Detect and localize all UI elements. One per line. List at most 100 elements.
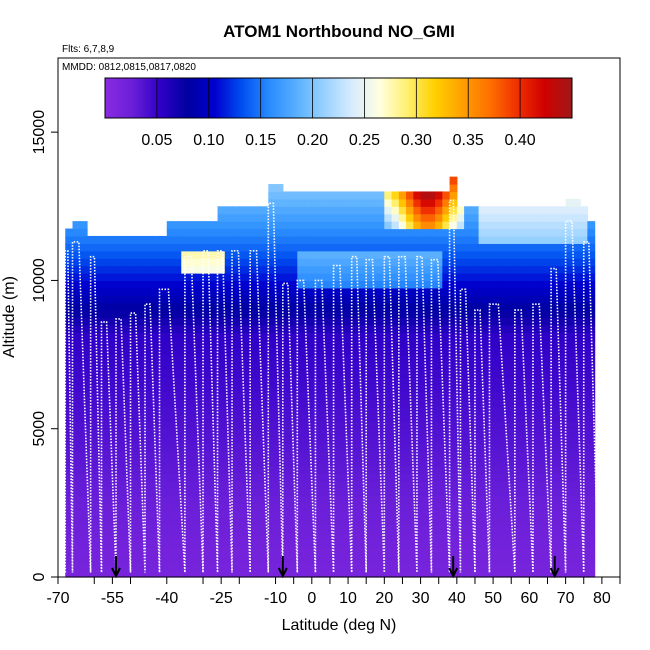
heatmap-cell [587, 361, 596, 370]
heatmap-cell [130, 302, 139, 311]
heatmap-cell [159, 287, 168, 296]
heatmap-cell [543, 532, 552, 541]
heatmap-cell [108, 428, 117, 437]
heatmap-cell [261, 235, 269, 244]
heatmap-cell [406, 569, 414, 578]
heatmap-cell [464, 495, 472, 504]
heatmap-cell [522, 436, 530, 445]
heatmap-cell [464, 562, 472, 571]
heatmap-cell [536, 354, 545, 363]
heatmap-cell [282, 450, 291, 459]
heatmap-cell [485, 213, 494, 222]
heatmap-cell [442, 413, 451, 422]
heatmap-cell [478, 495, 487, 504]
heatmap-cell [130, 532, 139, 541]
heatmap-cell [565, 532, 574, 541]
heatmap-cell [311, 191, 320, 200]
heatmap-cell [116, 406, 124, 415]
heatmap-cell [297, 473, 306, 482]
heatmap-cell [319, 569, 327, 578]
heatmap-cell [65, 421, 74, 430]
heatmap-cell [587, 495, 596, 504]
heatmap-cell [123, 473, 132, 482]
heatmap-cell [427, 191, 436, 200]
heatmap-cell [391, 480, 400, 489]
heatmap-cell [246, 458, 255, 467]
heatmap-cell [406, 258, 414, 267]
heatmap-cell [232, 517, 240, 526]
x-axis-label: Latitude (deg N) [282, 617, 397, 634]
heatmap-cell [587, 280, 596, 289]
heatmap-cell [210, 488, 219, 497]
heatmap-cell [493, 502, 501, 511]
heatmap-cell [282, 539, 291, 548]
heatmap-cell [319, 539, 327, 548]
heatmap-cell [166, 458, 175, 467]
heatmap-cell [558, 421, 567, 430]
heatmap-cell [304, 458, 313, 467]
heatmap-cell [268, 480, 277, 489]
heatmap-cell [391, 421, 400, 430]
heatmap-cell [166, 287, 175, 296]
heatmap-cell [65, 273, 74, 282]
heatmap-cell [282, 354, 291, 363]
heatmap-cell [275, 265, 284, 274]
heatmap-cell [369, 265, 378, 274]
heatmap-cell [253, 480, 262, 489]
heatmap-cell [406, 228, 414, 237]
heatmap-cell [304, 243, 313, 252]
heatmap-cell [543, 458, 552, 467]
heatmap-cell [268, 532, 277, 541]
heatmap-cell [181, 473, 190, 482]
heatmap-cell [384, 287, 393, 296]
heatmap-cell [166, 243, 175, 252]
heatmap-cell [464, 473, 472, 482]
heatmap-cell [217, 465, 226, 474]
heatmap-cell [137, 450, 146, 459]
heatmap-cell [123, 332, 132, 341]
heatmap-cell [159, 413, 168, 422]
heatmap-cell [587, 265, 596, 274]
heatmap-cell [290, 465, 298, 474]
heatmap-cell [420, 391, 429, 400]
heatmap-cell [340, 532, 349, 541]
heatmap-cell [580, 213, 588, 222]
heatmap-cell [435, 206, 443, 215]
heatmap-cell [565, 332, 574, 341]
heatmap-cell [406, 317, 414, 326]
heatmap-cell [543, 517, 552, 526]
heatmap-cell [471, 443, 480, 452]
heatmap-cell [94, 339, 103, 348]
heatmap-cell [522, 369, 530, 378]
heatmap-cell [478, 465, 487, 474]
heatmap-cell [79, 495, 88, 504]
heatmap-cell [340, 235, 349, 244]
heatmap-cell [326, 421, 335, 430]
heatmap-cell [87, 243, 95, 252]
heatmap-cell [108, 569, 117, 578]
heatmap-cell [224, 399, 233, 408]
heatmap-cell [471, 228, 480, 237]
heatmap-cell [246, 332, 255, 341]
heatmap-cell [290, 347, 298, 356]
heatmap-cell [203, 273, 211, 282]
heatmap-cell [572, 399, 581, 408]
heatmap-cell [261, 458, 269, 467]
heatmap-cell [551, 443, 559, 452]
heatmap-cell [442, 421, 451, 430]
heatmap-cell [406, 273, 414, 282]
heatmap-cell [427, 539, 436, 548]
heatmap-cell [130, 295, 139, 304]
heatmap-cell [565, 235, 574, 244]
heatmap-cell [478, 458, 487, 467]
heatmap-cell [572, 243, 581, 252]
heatmap-cell [282, 480, 291, 489]
heatmap-cell [478, 295, 487, 304]
heatmap-cell [507, 265, 516, 274]
heatmap-cell [94, 280, 103, 289]
heatmap-cell [580, 317, 588, 326]
heatmap-cell [565, 517, 574, 526]
heatmap-cell [543, 554, 552, 563]
heatmap-cell [65, 406, 74, 415]
heatmap-cell [137, 554, 146, 563]
